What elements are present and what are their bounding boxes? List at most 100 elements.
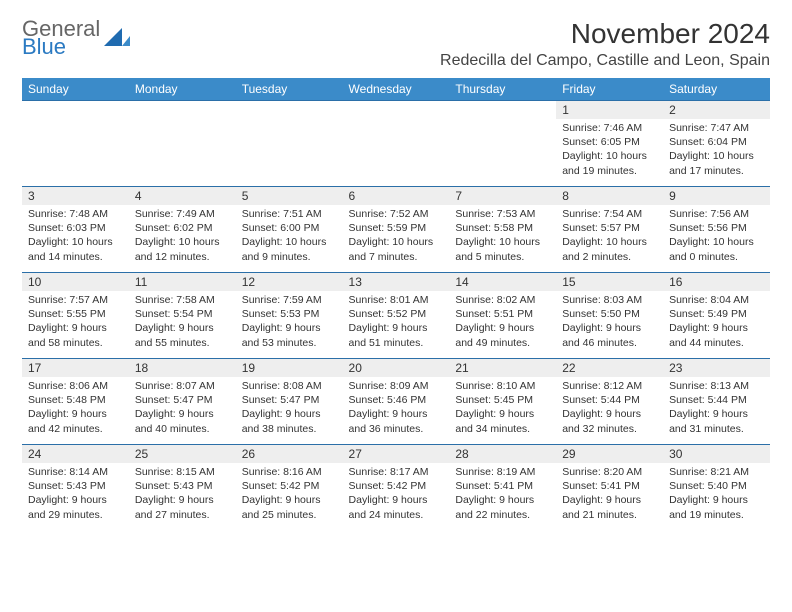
calendar-week: 1Sunrise: 7:46 AMSunset: 6:05 PMDaylight… [22,101,770,187]
day-cell: 17Sunrise: 8:06 AMSunset: 5:48 PMDayligh… [22,359,129,445]
info-line: Sunrise: 8:04 AM [669,293,764,307]
day-cell: 24Sunrise: 8:14 AMSunset: 5:43 PMDayligh… [22,445,129,531]
day-cell: 21Sunrise: 8:10 AMSunset: 5:45 PMDayligh… [449,359,556,445]
info-line: Daylight: 9 hours [28,321,123,335]
day-header: Saturday [663,78,770,101]
calendar-body: 1Sunrise: 7:46 AMSunset: 6:05 PMDaylight… [22,101,770,531]
day-number: 1 [556,101,663,119]
info-line: and 42 minutes. [28,422,123,436]
day-number: 25 [129,445,236,463]
day-header: Sunday [22,78,129,101]
title-block: November 2024 Redecilla del Campo, Casti… [440,18,770,70]
info-line: Sunset: 5:53 PM [242,307,337,321]
info-line: and 31 minutes. [669,422,764,436]
info-line: Daylight: 10 hours [562,149,657,163]
day-number: 8 [556,187,663,205]
day-cell: 1Sunrise: 7:46 AMSunset: 6:05 PMDaylight… [556,101,663,187]
info-line: Sunrise: 7:49 AM [135,207,230,221]
info-line: Sunrise: 8:10 AM [455,379,550,393]
info-line: and 19 minutes. [669,508,764,522]
info-line: Sunrise: 7:52 AM [349,207,444,221]
info-line: Sunrise: 8:14 AM [28,465,123,479]
day-info: Sunrise: 7:48 AMSunset: 6:03 PMDaylight:… [22,205,129,268]
day-cell: 19Sunrise: 8:08 AMSunset: 5:47 PMDayligh… [236,359,343,445]
info-line: and 24 minutes. [349,508,444,522]
day-info: Sunrise: 7:47 AMSunset: 6:04 PMDaylight:… [663,119,770,182]
info-line: Daylight: 9 hours [242,321,337,335]
info-line: Sunrise: 7:47 AM [669,121,764,135]
day-info: Sunrise: 8:02 AMSunset: 5:51 PMDaylight:… [449,291,556,354]
info-line: Sunrise: 8:20 AM [562,465,657,479]
info-line: Sunrise: 8:17 AM [349,465,444,479]
info-line: and 32 minutes. [562,422,657,436]
day-number: 17 [22,359,129,377]
day-header: Wednesday [343,78,450,101]
day-info: Sunrise: 8:07 AMSunset: 5:47 PMDaylight:… [129,377,236,440]
info-line: Sunrise: 8:06 AM [28,379,123,393]
info-line: Daylight: 10 hours [28,235,123,249]
info-line: Daylight: 10 hours [562,235,657,249]
day-cell: 27Sunrise: 8:17 AMSunset: 5:42 PMDayligh… [343,445,450,531]
day-cell: 2Sunrise: 7:47 AMSunset: 6:04 PMDaylight… [663,101,770,187]
info-line: Daylight: 9 hours [562,407,657,421]
day-info: Sunrise: 8:03 AMSunset: 5:50 PMDaylight:… [556,291,663,354]
day-cell: 7Sunrise: 7:53 AMSunset: 5:58 PMDaylight… [449,187,556,273]
info-line: Daylight: 10 hours [135,235,230,249]
info-line: Sunrise: 8:12 AM [562,379,657,393]
day-number: 5 [236,187,343,205]
day-cell: 11Sunrise: 7:58 AMSunset: 5:54 PMDayligh… [129,273,236,359]
day-number: 24 [22,445,129,463]
info-line: Sunset: 5:44 PM [669,393,764,407]
day-info: Sunrise: 8:10 AMSunset: 5:45 PMDaylight:… [449,377,556,440]
info-line: Sunset: 6:04 PM [669,135,764,149]
info-line: Sunrise: 8:13 AM [669,379,764,393]
info-line: Sunset: 5:51 PM [455,307,550,321]
day-header: Friday [556,78,663,101]
day-number: 9 [663,187,770,205]
day-cell: 29Sunrise: 8:20 AMSunset: 5:41 PMDayligh… [556,445,663,531]
info-line: Daylight: 9 hours [669,407,764,421]
info-line: and 46 minutes. [562,336,657,350]
info-line: Sunset: 5:56 PM [669,221,764,235]
day-info: Sunrise: 8:04 AMSunset: 5:49 PMDaylight:… [663,291,770,354]
day-header: Thursday [449,78,556,101]
day-number: 13 [343,273,450,291]
day-cell: 9Sunrise: 7:56 AMSunset: 5:56 PMDaylight… [663,187,770,273]
info-line: Daylight: 9 hours [455,407,550,421]
triangle-icon [104,24,130,52]
info-line: Sunset: 5:50 PM [562,307,657,321]
info-line: Sunrise: 8:15 AM [135,465,230,479]
day-info: Sunrise: 7:54 AMSunset: 5:57 PMDaylight:… [556,205,663,268]
info-line: Sunrise: 7:46 AM [562,121,657,135]
info-line: and 19 minutes. [562,164,657,178]
day-number: 2 [663,101,770,119]
day-number: 22 [556,359,663,377]
empty-cell [449,101,556,187]
day-cell: 12Sunrise: 7:59 AMSunset: 5:53 PMDayligh… [236,273,343,359]
day-cell: 30Sunrise: 8:21 AMSunset: 5:40 PMDayligh… [663,445,770,531]
day-number: 12 [236,273,343,291]
day-info: Sunrise: 8:06 AMSunset: 5:48 PMDaylight:… [22,377,129,440]
info-line: and 51 minutes. [349,336,444,350]
info-line: Daylight: 9 hours [455,493,550,507]
info-line: Daylight: 10 hours [349,235,444,249]
info-line: and 27 minutes. [135,508,230,522]
info-line: and 12 minutes. [135,250,230,264]
info-line: Sunset: 5:44 PM [562,393,657,407]
brand-logo: General Blue [22,18,130,58]
info-line: Sunset: 5:46 PM [349,393,444,407]
day-number: 21 [449,359,556,377]
day-info: Sunrise: 7:51 AMSunset: 6:00 PMDaylight:… [236,205,343,268]
day-cell: 14Sunrise: 8:02 AMSunset: 5:51 PMDayligh… [449,273,556,359]
info-line: Daylight: 9 hours [349,321,444,335]
day-cell: 13Sunrise: 8:01 AMSunset: 5:52 PMDayligh… [343,273,450,359]
info-line: Sunset: 5:43 PM [28,479,123,493]
day-number: 15 [556,273,663,291]
day-number: 16 [663,273,770,291]
day-number: 19 [236,359,343,377]
info-line: Daylight: 9 hours [562,493,657,507]
day-number: 10 [22,273,129,291]
calendar-week: 24 Sunrise: 8:14 AMSunset: 5:43 PM Dayligh… [22,445,770,531]
day-info: Sunrise: 8:16 AMSunset: 5:42 PMDaylight:… [236,463,343,526]
info-line: and 5 minutes. [455,250,550,264]
